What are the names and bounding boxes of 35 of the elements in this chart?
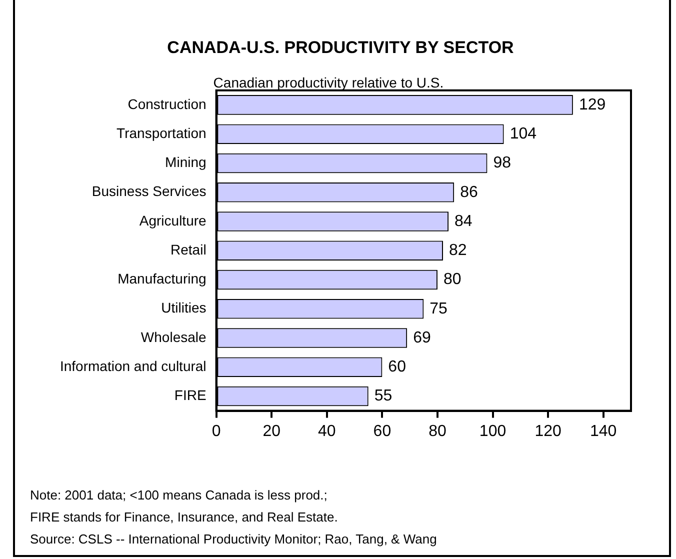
chart-title: CANADA-U.S. PRODUCTIVITY BY SECTOR [167, 38, 514, 57]
x-tick-label: 120 [534, 422, 562, 440]
y-tick-label: Agriculture [139, 212, 207, 228]
data-label: 84 [454, 212, 472, 230]
y-tick-label: Retail [170, 241, 206, 258]
y-tick-label: FIRE [174, 387, 206, 404]
x-tick-label: 0 [212, 422, 221, 440]
x-tick-label: 80 [428, 422, 446, 440]
data-label: 98 [493, 154, 512, 172]
y-tick-label: Utilities [161, 300, 206, 316]
x-tick-label: 40 [318, 422, 336, 440]
data-label: 80 [443, 271, 462, 288]
y-tick-label: Mining [165, 154, 206, 170]
data-label: 129 [578, 96, 606, 114]
source-note: Source: CSLS -- International Productivity Monitor; Rao, Tang, & Wang [30, 532, 437, 547]
x-tick-label: 140 [590, 422, 617, 440]
data-label: 86 [460, 184, 478, 201]
y-tick-label: Transportation [116, 124, 206, 141]
x-tick-label: 60 [373, 422, 392, 440]
y-tick-label: Construction [128, 96, 206, 112]
x-tick-label: 20 [262, 422, 281, 440]
x-tick-label: 100 [479, 422, 506, 440]
chart-subtitle: Canadian productivity relative to U.S. [213, 74, 444, 90]
data-label: 75 [430, 300, 448, 318]
text: Note: 2001 data; <100 means Canada is less prod.; [30, 488, 328, 503]
data-label: 55 [374, 388, 392, 405]
y-tick-label: Manufacturing [118, 270, 206, 287]
data-label: 82 [449, 242, 467, 260]
text: FIRE stands for Finance, Insurance, and Real Estate. [30, 510, 338, 525]
y-tick-label: Business Services [92, 183, 206, 200]
y-tick-label: Information and cultural [60, 358, 206, 374]
y-tick-label: Wholesale [140, 328, 207, 345]
data-label: 69 [413, 329, 431, 346]
data-label: 60 [388, 358, 406, 376]
data-label: 104 [510, 125, 537, 142]
